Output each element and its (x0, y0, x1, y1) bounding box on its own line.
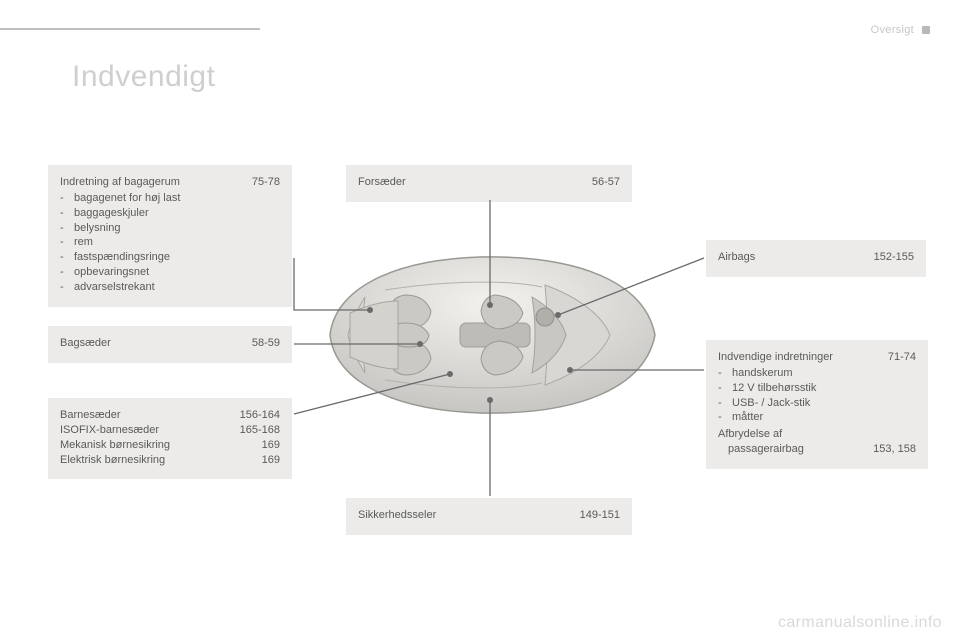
rear-seats-pages: 58-59 (252, 336, 280, 351)
rear-seats-title: Bagsæder (60, 336, 111, 351)
child-seats-label: Barnesæder (60, 408, 121, 423)
airbags-title: Airbags (718, 250, 755, 265)
child-seats-pages: 169 (262, 438, 280, 453)
child-seats-pages: 169 (262, 453, 280, 468)
child-seats-pages: 165-168 (240, 423, 280, 438)
header-rule (0, 28, 260, 30)
luggage-item: rem (60, 235, 280, 250)
section-label: Oversigt (871, 24, 914, 36)
child-seats-label: ISOFIX-barnesæder (60, 423, 159, 438)
front-seats-title: Forsæder (358, 175, 406, 190)
child-seats-label: Mekanisk børnesikring (60, 438, 170, 453)
watermark: carmanualsonline.info (778, 614, 942, 632)
page-title: Indvendigt (72, 60, 215, 94)
passenger-airbag-off-label-2: passagerairbag (718, 442, 804, 457)
callout-child-seats: Barnesæder 156-164 ISOFIX-barnesæder 165-1… (48, 398, 292, 479)
front-seats-pages: 56-57 (592, 175, 620, 190)
callout-seat-belts: Sikkerhedsseler 149-151 (346, 498, 632, 535)
seat-belts-pages: 149-151 (580, 508, 620, 523)
interior-fittings-items: handskerum 12 V tilbehørsstik USB- / Jac… (718, 366, 916, 425)
callout-rear-seats: Bagsæder 58-59 (48, 326, 292, 363)
luggage-item: fastspændingsringe (60, 250, 280, 265)
callout-front-seats: Forsæder 56-57 (346, 165, 632, 202)
car-illustration (310, 235, 670, 435)
luggage-items: bagagenet for høj last baggageskjuler be… (60, 191, 280, 295)
interior-fittings-item: USB- / Jack-stik (718, 396, 916, 411)
passenger-airbag-off-label-1: Afbrydelse af (718, 427, 782, 442)
interior-fittings-title: Indvendige indretninger (718, 350, 833, 365)
luggage-pages: 75-78 (252, 175, 280, 190)
interior-fittings-item: måtter (718, 410, 916, 425)
luggage-item: opbevaringsnet (60, 265, 280, 280)
luggage-item: advarselstrekant (60, 280, 280, 295)
luggage-title: Indretning af bagagerum (60, 175, 180, 190)
callout-airbags: Airbags 152-155 (706, 240, 926, 277)
child-seats-pages: 156-164 (240, 408, 280, 423)
airbags-pages: 152-155 (874, 250, 914, 265)
callout-luggage: Indretning af bagagerum 75-78 bagagenet … (48, 165, 292, 307)
section-marker (922, 26, 930, 34)
callout-interior-fittings: Indvendige indretninger 71-74 handskerum… (706, 340, 928, 469)
luggage-item: belysning (60, 221, 280, 236)
passenger-airbag-off-pages: 153, 158 (873, 442, 916, 457)
interior-fittings-item: handskerum (718, 366, 916, 381)
seat-belts-title: Sikkerhedsseler (358, 508, 436, 523)
interior-fittings-item: 12 V tilbehørsstik (718, 381, 916, 396)
luggage-item: baggageskjuler (60, 206, 280, 221)
child-seats-label: Elektrisk børnesikring (60, 453, 165, 468)
luggage-item: bagagenet for høj last (60, 191, 280, 206)
interior-fittings-pages: 71-74 (888, 350, 916, 365)
